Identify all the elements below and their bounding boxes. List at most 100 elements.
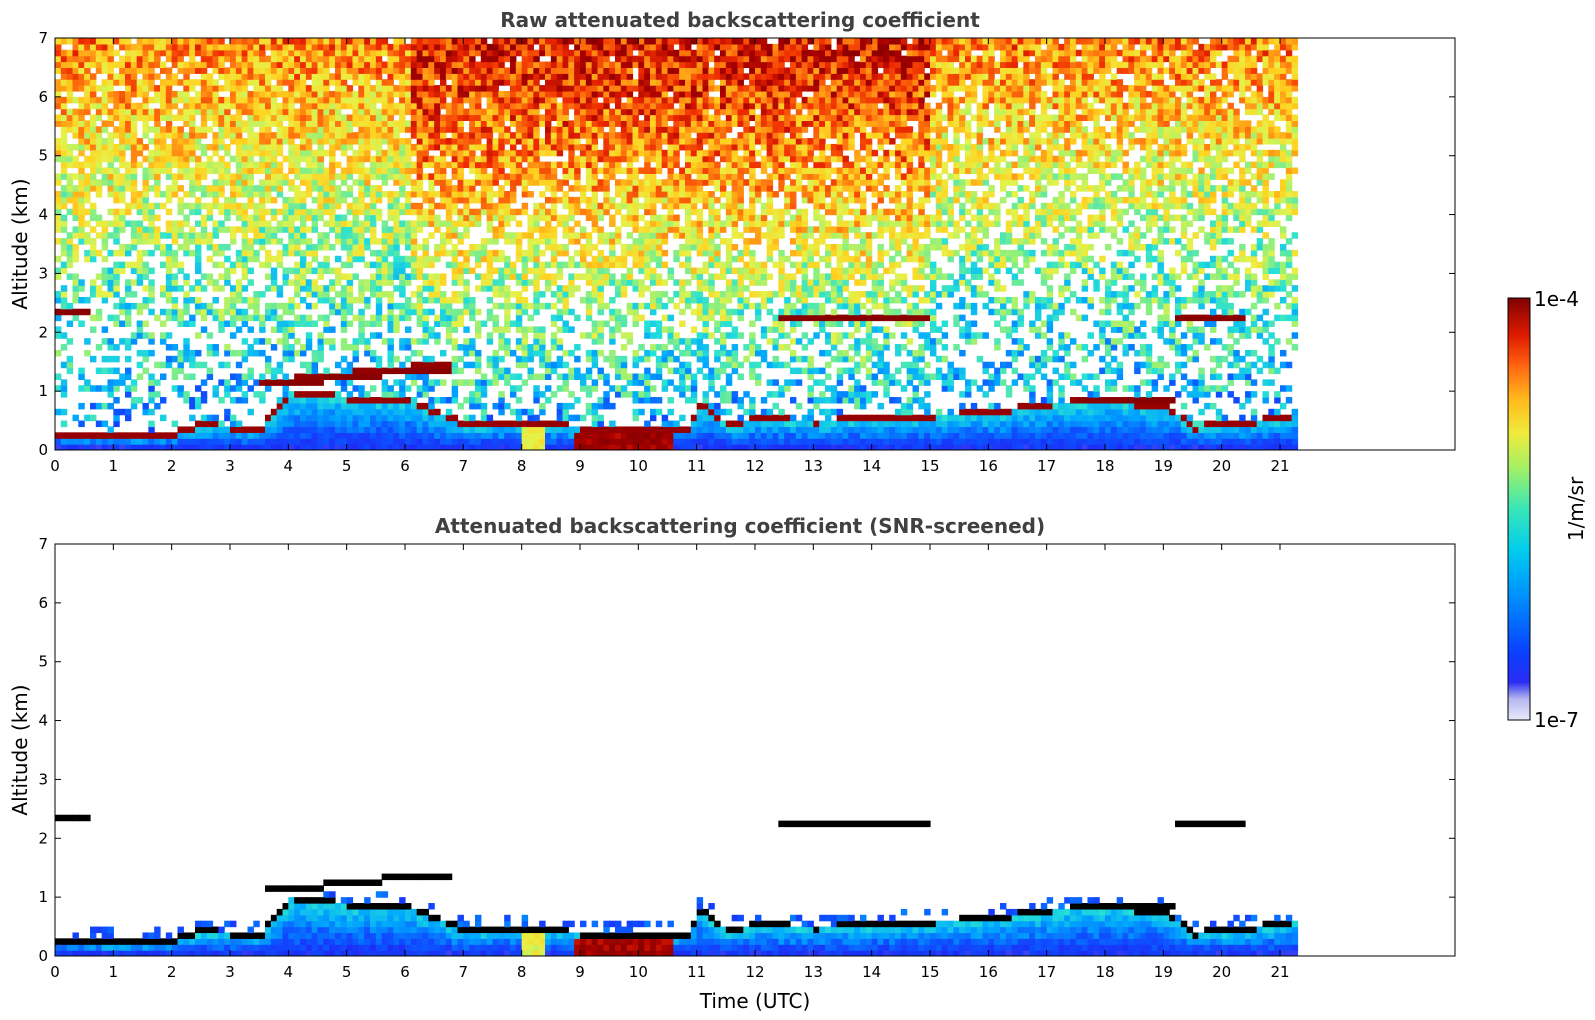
heatmap-cell bbox=[90, 79, 97, 86]
heatmap-cell bbox=[340, 385, 348, 392]
heatmap-cell bbox=[352, 102, 359, 110]
heatmap-cell bbox=[107, 138, 114, 145]
heatmap-cell bbox=[504, 79, 511, 86]
heatmap-cell bbox=[154, 61, 161, 69]
heatmap-cell bbox=[626, 249, 634, 257]
heatmap-cell bbox=[107, 379, 114, 386]
heatmap-cell bbox=[434, 73, 441, 80]
heatmap-cell bbox=[125, 314, 132, 322]
heatmap-cell bbox=[457, 208, 464, 216]
heatmap-cell bbox=[119, 196, 126, 204]
heatmap-cell bbox=[469, 444, 476, 450]
heatmap-cell bbox=[498, 67, 505, 74]
heatmap-cell bbox=[101, 291, 109, 298]
heatmap-cell bbox=[510, 391, 517, 398]
heatmap-cell bbox=[504, 438, 511, 445]
heatmap-cell bbox=[346, 361, 354, 369]
heatmap-cell bbox=[591, 67, 599, 74]
heatmap-cell bbox=[311, 397, 319, 404]
heatmap-cell bbox=[183, 320, 190, 327]
heatmap-cell bbox=[195, 255, 202, 263]
heatmap-cell bbox=[130, 402, 138, 410]
heatmap-cell bbox=[323, 208, 330, 216]
heatmap-cell bbox=[119, 55, 126, 63]
heatmap-cell bbox=[428, 397, 435, 404]
heatmap-cell bbox=[451, 155, 459, 163]
heatmap-cell bbox=[305, 361, 313, 369]
heatmap-cell bbox=[294, 444, 301, 450]
heatmap-cell bbox=[492, 73, 499, 80]
heatmap-cell bbox=[387, 314, 394, 322]
heatmap-cell bbox=[101, 238, 109, 245]
heatmap-cell bbox=[90, 132, 97, 139]
heatmap-cell bbox=[148, 338, 155, 345]
heatmap-cell bbox=[562, 349, 569, 357]
heatmap-cell bbox=[300, 79, 307, 86]
heatmap-cell bbox=[539, 267, 546, 275]
heatmap-cell bbox=[451, 255, 459, 263]
heatmap-cell bbox=[346, 273, 354, 280]
heatmap-cell bbox=[317, 238, 324, 245]
heatmap-cell bbox=[434, 202, 441, 210]
heatmap-cell bbox=[189, 238, 196, 245]
heatmap-cell bbox=[136, 267, 144, 275]
heatmap-cell bbox=[603, 391, 610, 398]
heatmap-cell bbox=[206, 202, 214, 210]
heatmap-cell bbox=[130, 85, 138, 92]
heatmap-cell bbox=[259, 326, 266, 333]
heatmap-cell bbox=[545, 102, 552, 110]
heatmap-cell bbox=[60, 379, 68, 386]
heatmap-cell bbox=[183, 108, 190, 116]
heatmap-cell bbox=[78, 143, 85, 151]
heatmap-cell bbox=[218, 326, 225, 333]
heatmap-cell bbox=[305, 114, 313, 121]
heatmap-cell bbox=[469, 79, 476, 86]
heatmap-cell bbox=[440, 426, 447, 433]
heatmap-cell bbox=[597, 285, 604, 292]
heatmap-cell bbox=[469, 49, 476, 57]
heatmap-cell bbox=[510, 90, 517, 98]
heatmap-cell bbox=[457, 420, 464, 428]
heatmap-cell bbox=[585, 149, 593, 157]
heatmap-cell bbox=[603, 90, 610, 98]
heatmap-cell bbox=[562, 320, 569, 327]
heatmap-cell bbox=[142, 126, 149, 133]
heatmap-cell bbox=[410, 402, 418, 410]
heatmap-cell bbox=[60, 114, 68, 121]
heatmap-cell bbox=[276, 108, 284, 116]
heatmap-cell bbox=[451, 202, 459, 210]
heatmap-cell bbox=[300, 38, 307, 45]
heatmap-cell bbox=[352, 220, 359, 227]
heatmap-cell bbox=[72, 291, 79, 298]
heatmap-cell bbox=[527, 414, 534, 422]
heatmap-cell bbox=[387, 161, 394, 169]
heatmap-cell bbox=[504, 379, 511, 386]
heatmap-cell bbox=[416, 308, 424, 316]
heatmap-cell bbox=[393, 179, 400, 186]
heatmap-cell bbox=[317, 185, 324, 192]
heatmap-cell bbox=[177, 314, 184, 322]
heatmap-cell bbox=[387, 102, 394, 110]
heatmap-cell bbox=[463, 344, 470, 351]
heatmap-cell bbox=[241, 67, 249, 74]
heatmap-cell bbox=[55, 432, 62, 439]
heatmap-cell bbox=[66, 61, 74, 69]
heatmap-cell bbox=[270, 173, 278, 180]
heatmap-cell bbox=[55, 149, 62, 157]
heatmap-cell bbox=[317, 202, 324, 210]
heatmap-cell bbox=[55, 43, 62, 51]
heatmap-cell bbox=[451, 426, 459, 433]
heatmap-cell bbox=[95, 402, 103, 410]
heatmap-cell bbox=[317, 261, 324, 269]
heatmap-cell bbox=[597, 61, 604, 69]
heatmap-cell bbox=[533, 179, 540, 186]
heatmap-cell bbox=[107, 208, 114, 216]
heatmap-cell bbox=[445, 397, 453, 404]
heatmap-cell bbox=[440, 114, 447, 121]
heatmap-cell bbox=[125, 279, 132, 286]
heatmap-cell bbox=[510, 267, 517, 275]
heatmap-cell bbox=[428, 143, 435, 151]
heatmap-cell bbox=[486, 426, 494, 433]
heatmap-cell bbox=[165, 255, 173, 263]
heatmap-cell bbox=[125, 102, 132, 110]
